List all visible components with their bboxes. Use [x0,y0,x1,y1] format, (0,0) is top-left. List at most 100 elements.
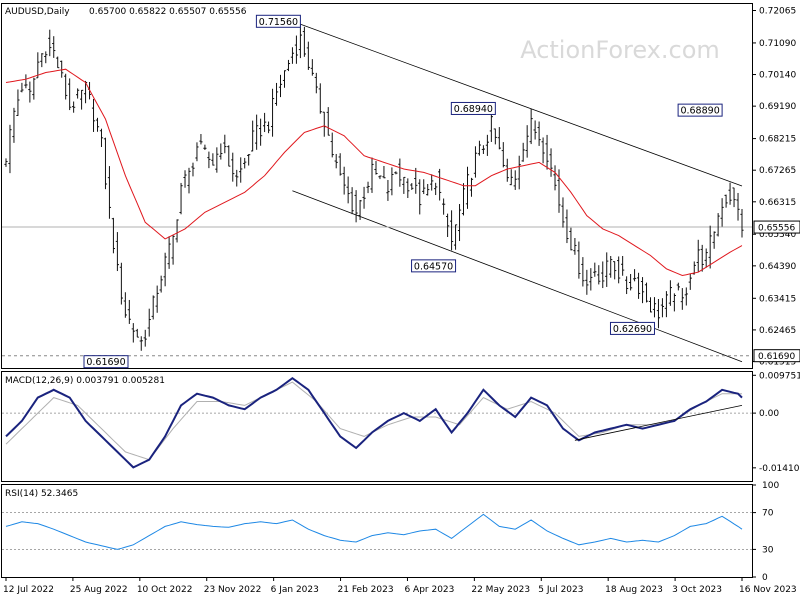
y-tick-label: 0.62465 [759,326,796,336]
price-bar [541,137,545,164]
price-bar [493,128,497,145]
price-bar [282,70,287,88]
y-tick-label: 0.70140 [759,71,796,81]
price-bar [426,183,430,196]
price-bar [720,198,724,227]
macd-tick-label: 0.00 [759,409,779,419]
price-bar [668,280,672,306]
price-annotation-label: 0.62690 [613,324,652,335]
price-bar [605,252,609,287]
price-bar [60,60,64,78]
price-bar [211,153,215,166]
price-bar [394,171,398,175]
price-bar [390,167,394,196]
moving-average-line [5,68,743,277]
price-bar [95,117,100,132]
price-bar [609,256,613,278]
price-bar [294,35,299,64]
price-bar [529,108,533,145]
symbol-label: AUDUSD,Daily [5,7,70,17]
macd-tick-label: 0.009751 [759,371,800,381]
price-bar [203,144,207,151]
price-bar [350,187,354,215]
price-bar [617,256,621,284]
price-bar [621,255,625,276]
rsi-tick-label: 0 [762,573,768,583]
price-bar [505,158,509,182]
x-tick-label: 3 Oct 2023 [672,585,722,595]
price-bar [195,142,199,162]
price-bar [561,197,565,228]
price-bar [4,158,8,167]
price-bar [135,328,139,338]
price-bar [127,299,131,324]
current-price-label: 0.65556 [758,224,795,234]
price-bar [469,177,474,197]
price-bar [143,329,147,347]
price-bar [123,292,127,318]
channel-upper-line [292,20,743,187]
price-bar [442,198,446,215]
price-bar [449,210,454,251]
support-level-label: 0.61690 [758,352,795,362]
price-bar [243,157,247,169]
price-bar [438,168,442,201]
price-bar [16,89,20,116]
price-bar [338,153,342,176]
macd-trendline [574,405,743,441]
price-bar [8,124,12,174]
price-bar [398,158,402,187]
price-bar [52,36,56,58]
price-bar [549,148,553,177]
price-bar [147,308,151,337]
axis-layer: 0.72065 0.71090 0.70140 0.69190 0.68215 0.672… [3,6,800,595]
price-bar [461,183,466,216]
price-annotation-label: 0.68890 [680,106,719,117]
price-bar [732,187,736,208]
axis-value-box [753,349,800,363]
main-panel-frame [1,3,753,369]
price-bar [314,72,318,94]
price-bar [640,277,645,304]
channel-lower-line [292,190,743,363]
price-annotation-label: 0.61690 [86,357,125,368]
price-annotation-box [609,321,655,335]
y-tick-label: 0.71090 [759,39,796,49]
price-bar [712,231,716,249]
x-tick-label: 23 Nov 2022 [204,585,262,595]
macd-panel-frame [1,371,753,482]
price-bar [20,82,24,93]
macd-tick-label: -0.014107 [759,464,800,474]
price-bar [418,179,422,215]
x-tick-label: 21 Feb 2023 [338,585,394,595]
price-bar [342,166,346,195]
price-bar [155,285,159,313]
price-annotation-box [677,103,723,117]
price-bar [434,182,438,196]
y-tick-label: 0.66315 [759,198,796,208]
price-bar [207,151,211,169]
price-bar [533,120,537,140]
price-bar [310,59,314,76]
price-bar [414,167,418,194]
price-bar [453,224,458,250]
price-bar [430,174,434,191]
price-bar [346,176,350,204]
price-bar [290,47,295,64]
x-tick-label: 12 Jul 2022 [3,585,54,595]
price-bar [215,147,219,173]
price-bar [68,78,72,111]
price-bar [517,155,521,190]
price-bar [219,143,223,160]
axis-value-box [753,220,800,234]
price-bar [44,51,48,64]
price-annotation-box [450,101,496,115]
price-bar [235,169,239,187]
price-bar [644,282,649,303]
x-tick-label: 6 Jan 2023 [271,585,319,595]
price-bar [513,170,517,190]
price-bar [406,178,410,199]
price-bar [72,101,76,113]
